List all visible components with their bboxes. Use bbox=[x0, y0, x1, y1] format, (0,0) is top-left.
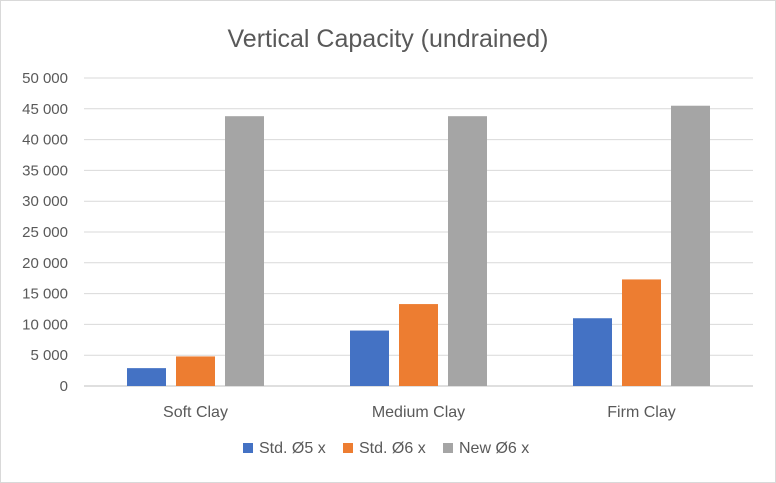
bar bbox=[573, 318, 612, 386]
legend-swatch bbox=[243, 443, 253, 453]
bar bbox=[127, 368, 166, 386]
y-tick-label: 15 000 bbox=[22, 286, 68, 303]
bar bbox=[671, 105, 710, 386]
legend-item: Std. Ø5 x bbox=[243, 440, 326, 457]
bars bbox=[127, 105, 710, 386]
y-tick-label: 30 000 bbox=[22, 193, 68, 210]
y-tick-label: 0 bbox=[60, 378, 68, 395]
x-category-label: Firm Clay bbox=[607, 404, 675, 421]
x-category-label: Soft Clay bbox=[163, 404, 228, 421]
legend-item: New Ø6 x bbox=[443, 440, 529, 457]
legend-item: Std. Ø6 x bbox=[343, 440, 426, 457]
y-tick-label: 25 000 bbox=[22, 224, 68, 241]
y-tick-label: 40 000 bbox=[22, 132, 68, 149]
y-tick-label: 45 000 bbox=[22, 101, 68, 118]
y-tick-label: 5 000 bbox=[30, 347, 68, 364]
legend-label: Std. Ø6 x bbox=[359, 440, 426, 457]
legend: Std. Ø5 x Std. Ø6 x New Ø6 x bbox=[243, 440, 529, 457]
bar bbox=[399, 304, 438, 386]
chart-title: Vertical Capacity (undrained) bbox=[228, 25, 549, 53]
x-axis-category-labels: Soft Clay Medium Clay Firm Clay bbox=[163, 404, 676, 421]
y-tick-label: 20 000 bbox=[22, 255, 68, 272]
bar bbox=[225, 116, 264, 386]
y-tick-label: 35 000 bbox=[22, 162, 68, 179]
y-tick-label: 50 000 bbox=[22, 70, 68, 87]
gridlines bbox=[84, 77, 753, 387]
legend-swatch bbox=[443, 443, 453, 453]
bar bbox=[622, 279, 661, 386]
bar bbox=[350, 330, 389, 386]
y-axis-tick-labels: 0 5 000 10 000 15 000 20 000 25 000 30 000 35 0… bbox=[22, 70, 68, 395]
y-tick-label: 10 000 bbox=[22, 316, 68, 333]
bar bbox=[448, 116, 487, 386]
legend-swatch bbox=[343, 443, 353, 453]
bar bbox=[176, 356, 215, 386]
x-category-label: Medium Clay bbox=[372, 404, 465, 421]
legend-label: Std. Ø5 x bbox=[259, 440, 326, 457]
legend-label: New Ø6 x bbox=[459, 440, 529, 457]
